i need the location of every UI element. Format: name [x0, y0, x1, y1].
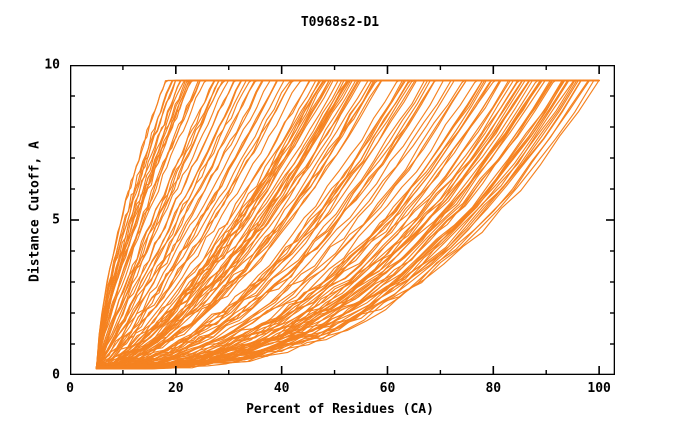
x-tick-label: 100: [587, 381, 611, 396]
y-tick-label: 10: [44, 57, 60, 73]
y-tick-label: 0: [52, 367, 60, 383]
x-tick-label: 80: [485, 381, 502, 396]
chart-title: T0968s2-D1: [300, 15, 380, 30]
curves-layer: [95, 79, 600, 370]
x-tick-label: 40: [273, 381, 290, 396]
y-axis-label: Distance Cutoff, A: [27, 141, 43, 282]
x-tick-label: 60: [379, 381, 396, 396]
x-axis-label: Percent of Residues (CA): [246, 402, 434, 417]
plot-area: [70, 65, 615, 375]
x-tick-label: 20: [167, 381, 184, 396]
x-tick-label: 0: [66, 381, 74, 396]
y-tick-label: 5: [52, 212, 60, 228]
